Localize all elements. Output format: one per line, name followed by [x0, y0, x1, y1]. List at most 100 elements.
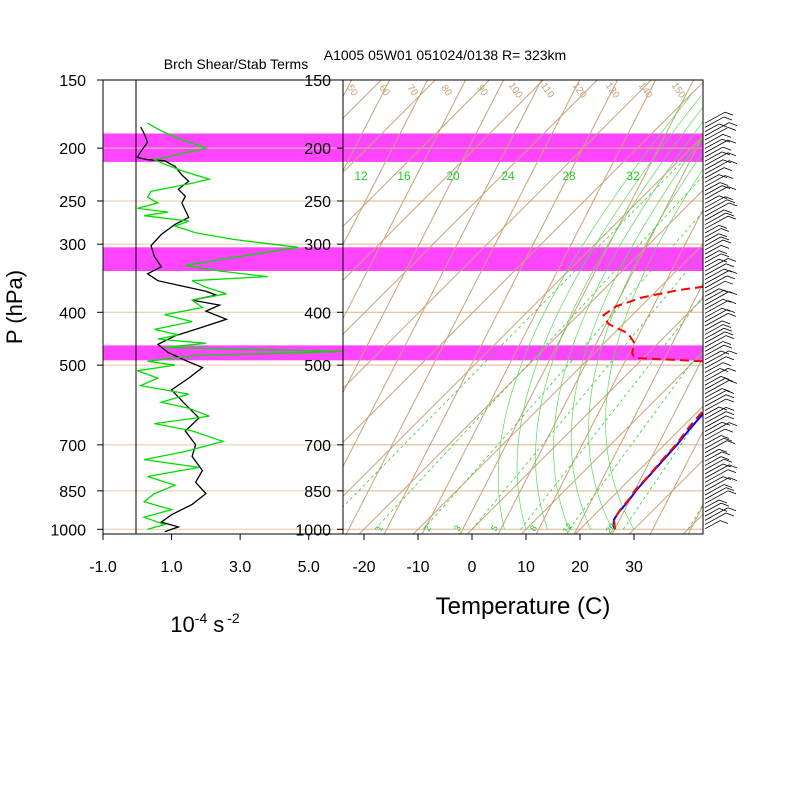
skewt-x-axis-title: Temperature (C): [436, 593, 611, 620]
wind-barb-flag: [728, 160, 738, 165]
wind-barb-flag: [718, 123, 728, 128]
skewt-isotherm: [343, 135, 703, 498]
right-band-1: [343, 247, 703, 272]
skewt-isotherm: [574, 405, 703, 534]
isotherm-label: 140: [636, 81, 655, 101]
wind-barb: [704, 487, 727, 500]
skewt-title: A1005 05W01 051024/0138 R= 323km: [324, 47, 566, 63]
isotherm-label: 70: [404, 83, 420, 99]
wind-barb: [704, 288, 720, 297]
mixing-ratio-label: 16: [397, 169, 411, 183]
wind-barb-flag: [726, 309, 736, 314]
wind-barb-flag: [720, 253, 730, 258]
wind-barb: [704, 380, 730, 394]
left-y-tick-label: 1000: [50, 522, 86, 539]
skewt-moist-adiabat: [535, 106, 703, 530]
skewt-mixing-ratio: [374, 175, 703, 530]
left-xlabel-unit: s: [213, 612, 224, 637]
wind-barb: [704, 394, 727, 407]
mixing-ratio-bottom-label: 8: [528, 523, 539, 533]
wind-barb-flag: [726, 440, 736, 445]
left-x-axis-title: 10-4 s -2: [170, 610, 240, 637]
wind-barb: [704, 437, 725, 449]
wind-barb: [704, 512, 727, 525]
left-y-tick-label: 500: [59, 358, 86, 375]
mixing-ratio-label: 20: [446, 169, 460, 183]
skewt-plot-frame: [342, 79, 704, 535]
wind-barb: [704, 253, 722, 263]
wind-barb-flag: [725, 212, 735, 217]
wind-barb-flag: [722, 463, 732, 468]
wind-barb-flag: [727, 152, 737, 157]
wind-barb-flag: [722, 134, 732, 138]
wind-barb: [704, 398, 727, 411]
wind-barb-flag: [718, 258, 728, 263]
left-y-axis: 150 200 250 300 400 500 700 850 1000: [50, 73, 103, 539]
left-x-axis: -1.0 1.0 3.0 5.0: [89, 534, 320, 576]
wind-barb-flag: [728, 291, 738, 296]
wind-barb: [704, 139, 729, 154]
wind-barb-flag: [727, 367, 737, 372]
wind-barb-flag: [725, 407, 735, 411]
wind-barb: [704, 508, 720, 517]
wind-barb: [704, 435, 722, 445]
wind-barb-flag: [726, 275, 736, 280]
wind-barb: [704, 195, 720, 204]
skewt-x-tick-label: 30: [625, 559, 643, 576]
wind-barb-flag: [721, 151, 731, 156]
isotherm-label: 80: [438, 83, 454, 99]
wind-barb: [704, 298, 724, 310]
isotherm-label: 60: [376, 83, 392, 99]
wind-barb-flag: [723, 484, 733, 488]
wind-barb: [704, 146, 724, 158]
wind-barb-flag: [718, 499, 728, 504]
left-y-tick-label: 400: [59, 305, 86, 322]
wind-barb: [704, 463, 724, 475]
wind-barb: [704, 388, 723, 399]
isotherm-label: 110: [538, 81, 556, 101]
skewt-profiles: [602, 285, 703, 530]
wind-barb-flag: [721, 388, 731, 392]
wind-barb: [704, 520, 721, 530]
wind-barb: [704, 152, 729, 166]
dewpoint-profile: [602, 285, 703, 530]
wind-barb: [704, 309, 728, 323]
wind-barb: [704, 116, 725, 128]
wind-barb-flag: [722, 476, 732, 481]
wind-barb: [704, 469, 729, 483]
skewt-dry-adiabat: [459, 80, 695, 534]
temperature-profile: [612, 412, 703, 530]
wind-barb-flag: [727, 186, 737, 190]
wind-barb-flag: [727, 490, 737, 495]
mixing-ratio-label: 32: [626, 169, 640, 183]
wind-barb-flag: [724, 280, 734, 285]
wind-barb-flag: [725, 263, 735, 268]
wind-barb-flag: [728, 464, 738, 469]
wind-barb: [704, 270, 730, 285]
wind-barb: [704, 344, 725, 356]
skewt-mixing-ratio: [622, 411, 703, 530]
left-xlabel-exponent: -4: [195, 610, 208, 626]
wind-barb-flag: [728, 380, 738, 384]
wind-barb: [704, 123, 720, 132]
wind-barb-flag: [722, 239, 732, 244]
wind-barb: [704, 422, 730, 437]
wind-barb: [704, 196, 726, 209]
wind-barb-flag: [725, 512, 735, 517]
wind-barb: [704, 209, 725, 221]
wind-barb: [704, 331, 726, 344]
skewt-dry-adiabat: [649, 430, 703, 534]
wind-barb: [704, 476, 724, 487]
wind-barb-flag: [723, 167, 733, 172]
wind-barb-flag: [724, 111, 734, 116]
wind-barb: [704, 224, 720, 234]
wind-barb: [704, 134, 724, 145]
wind-barb: [704, 212, 727, 225]
wind-barb-flag: [723, 209, 733, 214]
left-y-tick-label: 700: [59, 438, 86, 455]
skewt-moist-adiabat: [516, 95, 702, 530]
mixing-ratio-label: 12: [354, 169, 368, 183]
mixing-ratio-bottom-label: 20: [604, 521, 618, 535]
wind-barb-flag: [724, 196, 734, 201]
